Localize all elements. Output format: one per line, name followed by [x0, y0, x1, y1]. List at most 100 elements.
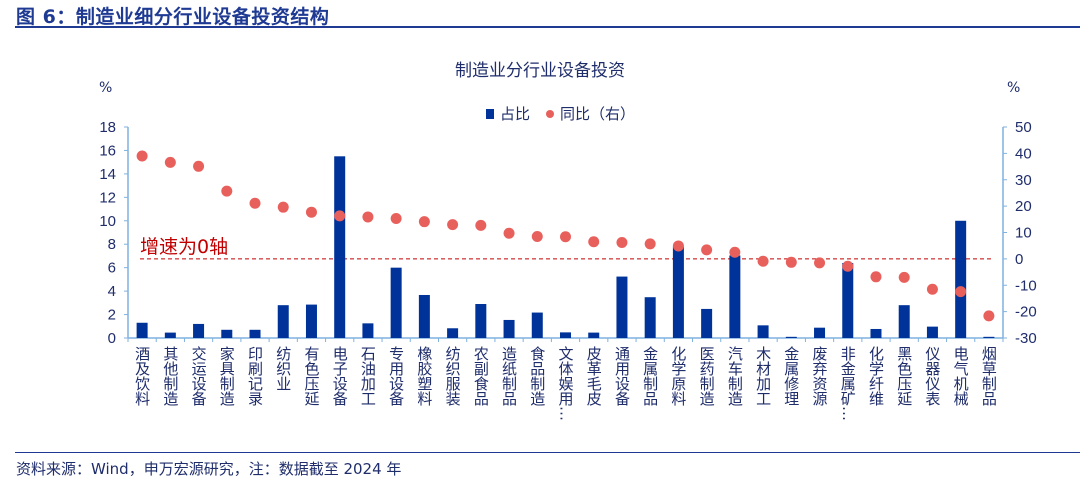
- dot-皮革毛皮: [588, 236, 600, 248]
- x-label: 酒及饮料: [133, 346, 152, 406]
- bar-造纸制品: [503, 319, 515, 338]
- dot-电子设备: [334, 210, 346, 222]
- right-tick-label: -20: [1015, 304, 1037, 321]
- left-axis-unit: %: [99, 80, 113, 96]
- x-label: 皮革毛皮: [584, 346, 603, 406]
- x-label: 其他制造: [161, 346, 180, 406]
- bar-家具制造: [221, 329, 233, 338]
- bar-文体娱用…: [560, 332, 571, 338]
- dot-通用设备: [616, 237, 628, 249]
- legend-dot-label: 同比（右）: [560, 105, 636, 123]
- source-note: 资料来源：Wind，申万宏源研究，注：数据截至 2024 年: [16, 460, 402, 478]
- left-tick-label: 12: [99, 189, 116, 206]
- dot-其他制造: [164, 156, 176, 168]
- x-label: 有色压延: [302, 346, 321, 406]
- x-label: 汽车制造: [725, 346, 744, 406]
- legend-bar-label: 占比: [500, 105, 531, 123]
- dot-废弃资源: [814, 257, 826, 269]
- left-tick-label: 14: [99, 166, 116, 183]
- dot-电气机械: [955, 286, 967, 298]
- bar-交运设备: [193, 323, 205, 338]
- left-tick-label: 16: [99, 142, 116, 159]
- right-tick-label: 50: [1015, 119, 1032, 136]
- dot-家具制造: [221, 185, 233, 197]
- bar-酒及饮料: [136, 322, 148, 338]
- right-tick-label: -10: [1015, 277, 1037, 294]
- x-label: 农副食品: [471, 346, 490, 406]
- right-tick-label: 10: [1015, 225, 1032, 242]
- bar-专用设备: [390, 267, 402, 338]
- dot-化学纤维: [870, 271, 882, 283]
- left-tick-label: 4: [108, 283, 116, 300]
- bar-仪器仪表: [926, 326, 938, 338]
- x-label: 食品制造: [528, 346, 547, 406]
- dot-黑色压延: [898, 271, 910, 283]
- x-label: 家具制造: [217, 346, 236, 406]
- bar-黑色压延: [898, 305, 910, 338]
- x-label: 木材加工: [754, 346, 773, 406]
- bar-金属修理: [785, 336, 797, 338]
- right-tick-label: 20: [1015, 198, 1032, 215]
- left-tick-label: 10: [99, 213, 116, 230]
- dot-木材加工: [757, 255, 769, 267]
- x-label: 烟草制品: [979, 346, 998, 406]
- x-label: 黑色压延: [895, 346, 914, 406]
- x-label: 交运设备: [189, 346, 208, 406]
- left-tick-label: 8: [108, 236, 116, 253]
- x-label: 印刷记录: [246, 346, 265, 406]
- left-tick-label: 2: [108, 307, 116, 324]
- x-label: 橡胶塑料: [415, 346, 434, 406]
- bar-电气机械: [955, 220, 967, 338]
- dot-金属制品: [644, 238, 656, 250]
- bar-汽车制造: [729, 255, 741, 338]
- bar-橡胶塑料: [418, 294, 430, 338]
- x-label: 造纸制品: [500, 346, 519, 406]
- bar-石油加工: [362, 323, 374, 338]
- right-axis-unit: %: [1007, 80, 1021, 96]
- bar-废弃资源: [814, 327, 826, 338]
- legend-bar-swatch: [486, 108, 494, 119]
- bar-非金属矿…: [842, 262, 854, 338]
- bar-烟草制品: [983, 336, 995, 338]
- dot-仪器仪表: [926, 283, 938, 295]
- bar-纺织业: [277, 305, 289, 338]
- x-label: 文体娱用…: [556, 346, 575, 421]
- dot-石油加工: [362, 211, 374, 223]
- dot-烟草制品: [983, 310, 995, 322]
- left-tick-label: 18: [99, 119, 116, 136]
- dot-农副食品: [475, 219, 487, 231]
- bar-化学纤维: [870, 328, 882, 338]
- left-tick-label: 6: [108, 260, 116, 277]
- dot-汽车制造: [729, 246, 741, 258]
- chart-title: 制造业分行业设备投资: [455, 61, 625, 81]
- x-label: 电子设备: [330, 346, 349, 406]
- x-label: 医药制造: [697, 346, 716, 406]
- x-label: 电气机械: [951, 346, 970, 406]
- dot-纺织服装: [447, 219, 459, 231]
- x-label: 专用设备: [387, 346, 406, 406]
- dot-医药制造: [701, 244, 713, 256]
- bar-印刷记录: [249, 329, 261, 338]
- dot-造纸制品: [503, 227, 515, 239]
- x-label: 仪器仪表: [923, 346, 942, 406]
- x-label: 纺织服装: [443, 346, 462, 406]
- bar-通用设备: [616, 276, 628, 338]
- dot-交运设备: [193, 160, 205, 172]
- bar-木材加工: [757, 325, 769, 338]
- bar-医药制造: [701, 308, 713, 338]
- right-tick-label: 0: [1015, 251, 1023, 268]
- figure-title: 图 6：制造业细分行业设备投资结构: [16, 6, 330, 28]
- title-rule: [15, 26, 1080, 28]
- x-label: 非金属矿…: [838, 346, 857, 421]
- bar-化学原料: [672, 246, 684, 338]
- x-label: 金属修理: [782, 346, 801, 406]
- x-label: 纺织业: [274, 346, 293, 391]
- right-tick-label: 40: [1015, 145, 1032, 162]
- dot-印刷记录: [249, 197, 261, 209]
- right-tick-label: 30: [1015, 172, 1032, 189]
- dot-非金属矿…: [842, 260, 854, 272]
- bar-纺织服装: [447, 328, 459, 338]
- dot-化学原料: [672, 240, 684, 252]
- x-label: 通用设备: [612, 346, 631, 406]
